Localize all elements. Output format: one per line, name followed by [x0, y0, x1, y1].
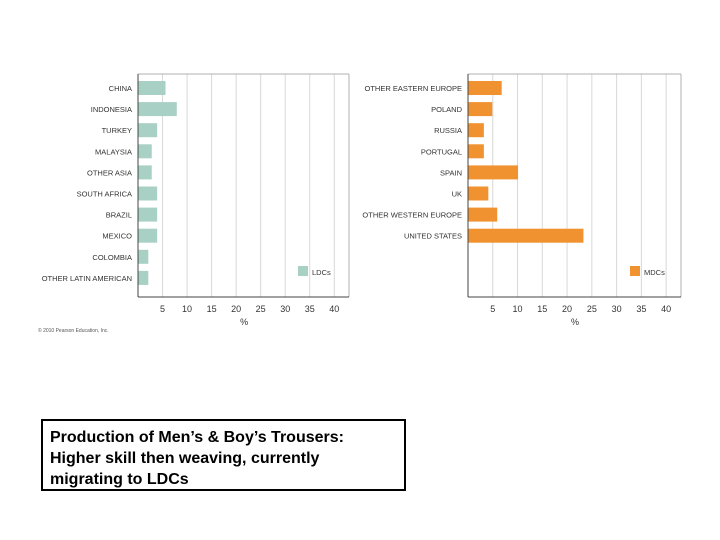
- mdc-category-label: RUSSIA: [434, 126, 462, 135]
- ldc-category-label: COLOMBIA: [92, 253, 132, 262]
- ldc-category-label: INDONESIA: [91, 105, 132, 114]
- ldc-category-label: MALAYSIA: [95, 147, 132, 156]
- mdc-tick-label: 30: [612, 304, 622, 314]
- mdc-category-label: UK: [452, 190, 462, 199]
- ldc-category-label: BRAZIL: [106, 211, 132, 220]
- ldc-category-label: OTHER ASIA: [87, 168, 132, 177]
- copyright-note: © 2010 Pearson Education, Inc.: [38, 328, 109, 334]
- ldc-legend-label: LDCs: [312, 268, 331, 277]
- mdc-legend-swatch: [630, 266, 640, 276]
- mdc-tick-label: 15: [537, 304, 547, 314]
- mdc-bar: [468, 228, 584, 243]
- mdc-tick-label: 35: [636, 304, 646, 314]
- ldc-tick-label: 40: [329, 304, 339, 314]
- ldc-bar: [138, 123, 158, 138]
- mdc-bar: [468, 144, 484, 159]
- mdc-tick-label: 20: [562, 304, 572, 314]
- mdc-bar: [468, 123, 484, 138]
- ldc-tick-label: 5: [160, 304, 165, 314]
- mdc-category-label: POLAND: [431, 105, 462, 114]
- ldc-legend-swatch: [298, 266, 308, 276]
- mdc-category-label: OTHER EASTERN EUROPE: [364, 84, 462, 93]
- ldc-category-label: MEXICO: [102, 232, 132, 241]
- caption-line-2: Higher skill then weaving, currently: [50, 450, 320, 467]
- ldc-category-label: SOUTH AFRICA: [77, 190, 132, 199]
- mdc-bar: [468, 102, 493, 117]
- ldc-bar: [138, 207, 158, 222]
- ldc-bar: [138, 186, 158, 201]
- caption-box: Production of Men’s & Boy’s Trousers: Hi…: [41, 419, 406, 491]
- ldc-tick-label: 15: [207, 304, 217, 314]
- caption-line-3: migrating to LDCs: [50, 471, 189, 488]
- ldc-tick-label: 20: [231, 304, 241, 314]
- mdc-bar: [468, 81, 502, 95]
- ldc-bar: [138, 270, 149, 285]
- mdc-category-label: SPAIN: [440, 168, 462, 177]
- ldc-tick-label: 25: [256, 304, 266, 314]
- mdc-axis-label: %: [571, 317, 579, 327]
- mdc-tick-label: 25: [587, 304, 597, 314]
- mdc-bar: [468, 186, 489, 201]
- mdc-tick-label: 40: [661, 304, 671, 314]
- mdc-bar: [468, 207, 498, 222]
- ldc-axis-label: %: [240, 317, 248, 327]
- caption-line-1: Production of Men’s & Boy’s Trousers:: [50, 429, 344, 446]
- ldc-tick-label: 35: [305, 304, 315, 314]
- ldc-bar: [138, 249, 149, 264]
- ldc-category-label: OTHER LATIN AMERICAN: [42, 274, 132, 283]
- mdc-bar: [468, 165, 519, 180]
- ldc-bar: [138, 165, 152, 180]
- mdc-category-label: PORTUGAL: [421, 147, 462, 156]
- ldc-tick-label: 30: [280, 304, 290, 314]
- ldc-category-label: TURKEY: [102, 126, 132, 135]
- ldc-bar: [138, 81, 166, 95]
- ldc-category-label: CHINA: [109, 84, 132, 93]
- mdc-tick-label: 5: [490, 304, 495, 314]
- ldc-bar: [138, 228, 158, 243]
- ldc-tick-label: 10: [182, 304, 192, 314]
- mdc-category-label: OTHER WESTERN EUROPE: [362, 211, 462, 220]
- mdc-legend-label: MDCs: [644, 268, 665, 277]
- mdc-category-label: UNITED STATES: [404, 232, 462, 241]
- ldc-bar: [138, 102, 177, 117]
- mdc-tick-label: 10: [513, 304, 523, 314]
- ldc-bar: [138, 144, 152, 159]
